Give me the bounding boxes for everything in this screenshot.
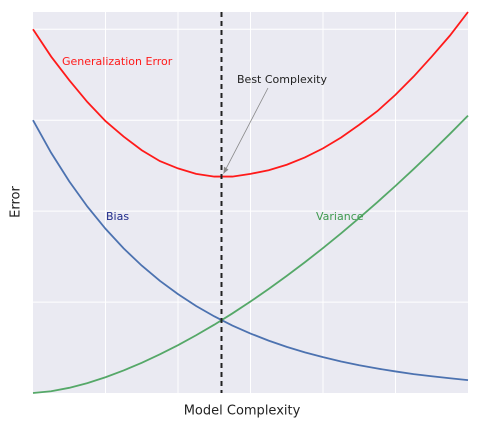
series-label: Generalization Error bbox=[62, 55, 173, 68]
annotation-arrow bbox=[223, 87, 269, 174]
annotation-arrowhead bbox=[223, 166, 229, 174]
line-series bbox=[32, 11, 469, 178]
series-label: Variance bbox=[316, 210, 364, 223]
series-label: Bias bbox=[106, 210, 129, 223]
y-axis-label: Error bbox=[9, 186, 24, 218]
x-axis-label: Model Complexity bbox=[184, 404, 301, 419]
annotation-text: Best Complexity bbox=[237, 73, 327, 86]
line-series bbox=[32, 115, 469, 394]
line-series bbox=[32, 119, 469, 381]
